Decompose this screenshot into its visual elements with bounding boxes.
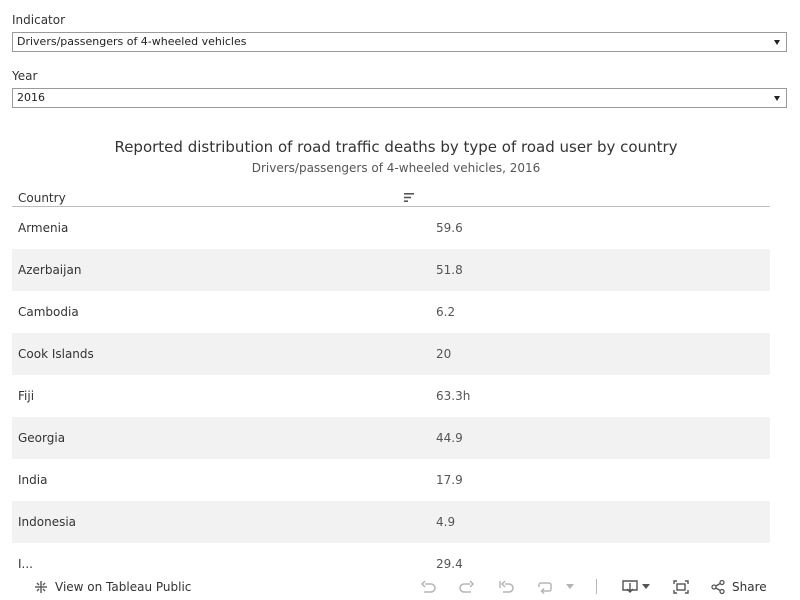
- year-label: Year: [12, 69, 38, 83]
- country-cell: Cook Islands: [18, 347, 94, 361]
- table-row[interactable]: Cambodia 6.2: [12, 291, 770, 333]
- revert-button[interactable]: [497, 573, 515, 600]
- country-cell: Georgia: [18, 431, 66, 445]
- value-cell: 44.9: [436, 431, 463, 445]
- table-row[interactable]: Armenia 59.6: [12, 207, 770, 249]
- country-cell: Cambodia: [18, 305, 79, 319]
- value-cell: 4.9: [436, 515, 456, 529]
- fullscreen-icon: [673, 579, 689, 594]
- value-cell: 51.8: [436, 263, 463, 277]
- chevron-down-icon: [566, 583, 574, 589]
- view-on-tableau-public-button[interactable]: View on Tableau Public: [33, 573, 191, 600]
- chevron-down-icon: [774, 40, 780, 45]
- download-icon: [622, 579, 638, 593]
- country-cell: Indonesia: [18, 515, 77, 529]
- share-label: Share: [732, 579, 767, 594]
- column-header-country[interactable]: Country: [18, 191, 66, 205]
- table-row[interactable]: I... 29.4: [12, 543, 770, 573]
- value-cell: 20: [436, 347, 452, 361]
- value-cell: 59.6: [436, 221, 463, 235]
- country-cell: I...: [18, 557, 33, 571]
- country-cell: Armenia: [18, 221, 69, 235]
- value-cell: 63.3h: [436, 389, 471, 403]
- indicator-dropdown[interactable]: Drivers/passengers of 4-wheeled vehicles: [12, 32, 787, 52]
- tableau-toolbar: View on Tableau Public: [0, 573, 800, 600]
- country-cell: Fiji: [18, 389, 35, 403]
- redo-icon: [459, 579, 475, 593]
- table-row[interactable]: Azerbaijan 51.8: [12, 249, 770, 291]
- tableau-logo-icon: [35, 580, 47, 593]
- table-row[interactable]: Cook Islands 20: [12, 333, 770, 375]
- undo-button[interactable]: [419, 573, 437, 600]
- download-button[interactable]: [621, 573, 650, 600]
- share-button[interactable]: Share: [710, 573, 767, 600]
- indicator-value: Drivers/passengers of 4-wheeled vehicles: [17, 35, 247, 48]
- revert-icon: [499, 579, 514, 593]
- header-divider: [12, 206, 770, 207]
- viz-subtitle: Drivers/passengers of 4-wheeled vehicles…: [251, 161, 541, 175]
- toolbar-divider: [596, 579, 597, 594]
- chevron-down-icon: [774, 96, 780, 101]
- viz-title: Reported distribution of road traffic de…: [114, 138, 678, 156]
- undo-icon: [420, 579, 436, 593]
- indicator-label: Indicator: [12, 13, 66, 27]
- country-cell: Azerbaijan: [18, 263, 82, 277]
- table-row[interactable]: Fiji 63.3h: [12, 375, 770, 417]
- fullscreen-button[interactable]: [672, 573, 690, 600]
- year-dropdown[interactable]: 2016: [12, 88, 787, 108]
- year-value: 2016: [17, 91, 45, 104]
- table-row[interactable]: India 17.9: [12, 459, 770, 501]
- value-cell: 29.4: [436, 557, 463, 571]
- value-cell: 17.9: [436, 473, 463, 487]
- refresh-icon: [538, 581, 552, 594]
- country-cell: India: [18, 473, 48, 487]
- chevron-down-icon: [642, 583, 650, 589]
- table-row[interactable]: Indonesia 4.9: [12, 501, 770, 543]
- value-cell: 6.2: [436, 305, 456, 319]
- view-on-tableau-public-label: View on Tableau Public: [55, 579, 192, 594]
- data-table[interactable]: Armenia 59.6 Azerbaijan 51.8 Cambodia 6.2 Cook…: [12, 207, 770, 573]
- sort-icon[interactable]: [404, 192, 416, 203]
- table-row[interactable]: Georgia 44.9: [12, 417, 770, 459]
- redo-button[interactable]: [458, 573, 476, 600]
- pause-dropdown-button[interactable]: [566, 573, 574, 600]
- share-icon: [711, 579, 725, 594]
- refresh-button[interactable]: [536, 573, 554, 600]
